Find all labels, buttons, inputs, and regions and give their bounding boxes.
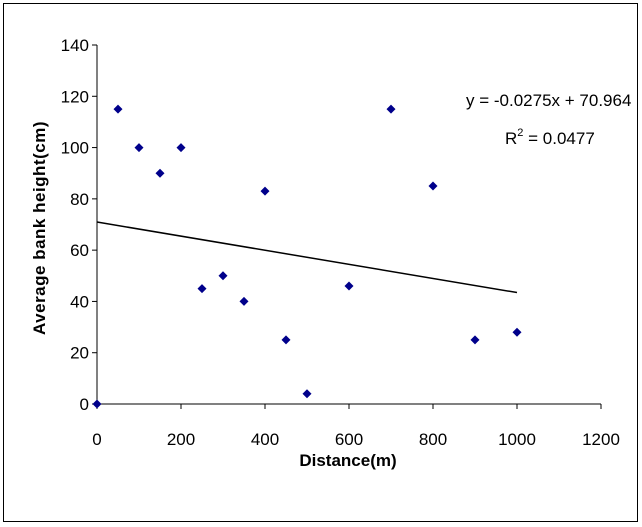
y-tick-label: 20 bbox=[70, 344, 89, 363]
x-tick-label: 200 bbox=[167, 430, 195, 449]
tick-labels: 0 20 40 60 80 100 120 140 0 200 400 600 800 1000 1200 bbox=[61, 36, 620, 449]
data-point bbox=[260, 186, 270, 196]
r-squared-value: = 0.0477 bbox=[523, 129, 594, 148]
x-tick-label: 1000 bbox=[498, 430, 536, 449]
y-tick-label: 80 bbox=[70, 190, 89, 209]
data-point bbox=[197, 284, 207, 294]
data-points bbox=[92, 104, 522, 409]
trendline-equation: y = -0.0275x + 70.964 bbox=[466, 91, 631, 110]
data-point bbox=[281, 335, 291, 345]
x-tick-label: 600 bbox=[335, 430, 363, 449]
x-tick-label: 0 bbox=[92, 430, 101, 449]
y-tick-label: 0 bbox=[80, 395, 89, 414]
trendline-group bbox=[96, 221, 518, 294]
data-point bbox=[155, 168, 165, 178]
data-point bbox=[218, 271, 228, 281]
x-tick-label: 800 bbox=[419, 430, 447, 449]
x-tick-label: 400 bbox=[251, 430, 279, 449]
y-tick-label: 60 bbox=[70, 241, 89, 260]
data-point bbox=[470, 335, 480, 345]
data-point bbox=[302, 389, 312, 399]
r-squared-superscript: 2 bbox=[517, 127, 523, 139]
data-point bbox=[176, 143, 186, 153]
data-point bbox=[428, 181, 438, 191]
axes bbox=[92, 44, 602, 409]
data-point bbox=[512, 327, 522, 337]
data-point bbox=[386, 104, 396, 114]
data-point bbox=[239, 296, 249, 306]
x-tick-label: 1200 bbox=[582, 430, 620, 449]
data-point bbox=[134, 143, 144, 153]
y-axis-title: Average bank height(cm) bbox=[30, 121, 49, 335]
r-squared-prefix: R bbox=[505, 129, 517, 148]
chart-frame bbox=[3, 3, 638, 522]
y-tick-label: 120 bbox=[61, 87, 89, 106]
linear-trendline bbox=[96, 221, 518, 294]
y-tick-label: 40 bbox=[70, 292, 89, 311]
data-point bbox=[344, 281, 354, 291]
r-squared-label: R2 = 0.0477 bbox=[505, 127, 595, 148]
data-point bbox=[113, 104, 123, 114]
y-tick-label: 140 bbox=[61, 36, 89, 55]
data-point bbox=[92, 399, 102, 409]
x-axis-title: Distance(m) bbox=[299, 451, 396, 470]
y-tick-label: 100 bbox=[61, 139, 89, 158]
